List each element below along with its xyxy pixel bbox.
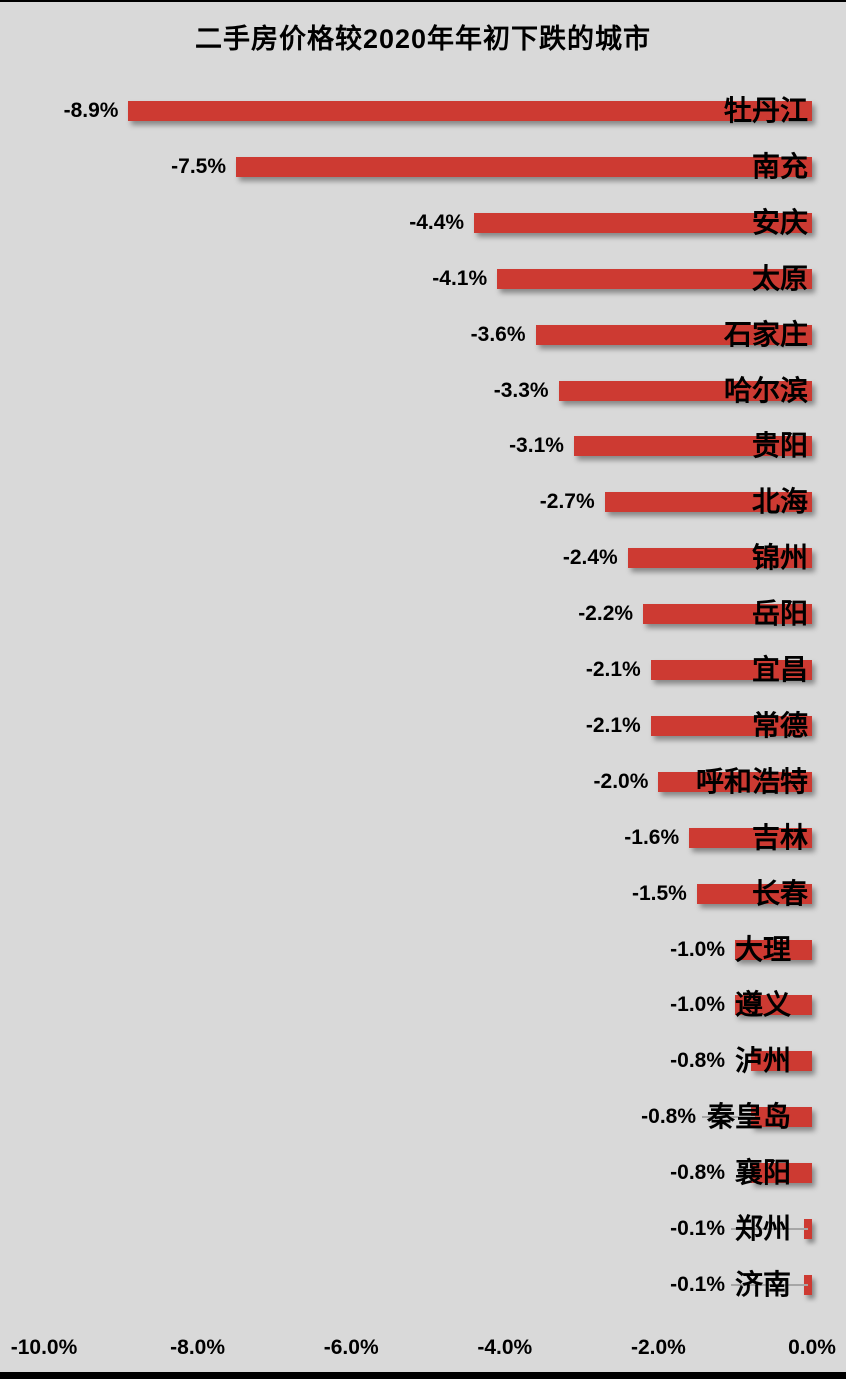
x-axis-tick-label: -8.0% [170,1336,226,1359]
bar-city-label: 安庆 [751,206,808,238]
bar-city-label: 南充 [751,150,808,182]
x-axis-tick-label: -10.0% [10,1336,78,1359]
bar-city-label: 襄阳 [734,1157,791,1189]
bar [735,995,812,1016]
bar-city-label: 牡丹江 [723,95,808,126]
x-axis-tick-label: -2.0% [630,1336,686,1359]
bar-value-label: -7.5% [171,154,226,178]
bar-city-label: 石家庄 [723,318,808,350]
bar-value-label: -0.8% [670,1161,725,1185]
bar [696,883,812,904]
bar-city-label: 北海 [751,486,808,518]
bar-value-label: -2.4% [562,546,618,570]
bar [750,1051,812,1072]
bar-value-label: -0.1% [670,1272,725,1296]
bar [658,771,812,792]
bar [650,715,812,736]
bar [573,436,812,457]
bar-value-label: -2.2% [578,602,634,626]
bar [735,939,812,960]
bar-value-label: -3.1% [509,434,564,458]
bar [535,324,812,345]
bar [604,492,812,513]
bar [750,1107,812,1128]
bar-value-label: -2.0% [593,769,649,793]
x-axis-tick-label: -4.0% [477,1336,533,1359]
bar-city-label: 吉林 [751,821,808,853]
bar-value-label: -0.1% [670,1217,725,1240]
bar [643,604,812,625]
bar-value-label: -0.8% [670,1049,725,1073]
bar-city-label: 济南 [734,1268,791,1300]
bar-value-label: -8.9% [63,99,119,122]
bottom-border [0,1372,846,1379]
label-leader-line [731,1283,809,1286]
bar-city-label: 贵阳 [751,430,808,462]
bar [627,548,812,569]
label-leader-line [731,1228,809,1230]
bar-city-label: 长春 [751,877,808,909]
bar-value-label: -1.6% [624,825,680,849]
bar-value-label: -3.6% [470,322,526,346]
bar-city-label: 哈尔滨 [723,374,808,406]
bar [558,380,812,401]
bar [750,1163,812,1184]
bar-city-label: 太原 [751,262,808,294]
bar [689,827,812,848]
bar-city-label: 岳阳 [751,598,808,630]
bar-city-label: 宜昌 [751,654,808,685]
x-axis-tick-label: -6.0% [323,1336,379,1359]
bar-city-label: 遵义 [734,989,791,1021]
bar-city-label: 泸州 [734,1045,791,1077]
bar [128,101,812,121]
label-leader-line [702,1116,755,1119]
bar-value-label: -2.7% [539,490,595,514]
chart-title: 二手房价格较2020年年初下跌的城市 [194,24,652,54]
bar-city-label: 郑州 [734,1213,791,1244]
bar [236,156,812,177]
bar-value-label: -1.0% [670,993,725,1017]
bar [497,268,812,289]
bar-value-label: -2.1% [585,658,641,681]
bar [650,660,812,680]
bar-value-label: -0.8% [641,1105,696,1129]
x-axis-tick-label: 0.0% [788,1336,836,1359]
bar-city-label: 呼和浩特 [695,765,808,797]
bar-city-label: 锦州 [751,542,808,574]
bar-value-label: -4.1% [432,266,488,290]
bar-value-label: -3.3% [493,378,549,402]
bar-value-label: -1.0% [670,937,725,961]
bar-value-label: -4.4% [409,210,465,234]
bar [474,212,812,233]
bar-value-label: -2.1% [585,713,641,737]
bar-city-label: 秦皇岛 [706,1101,791,1133]
bar-city-label: 大理 [734,933,791,965]
top-border [0,0,846,2]
bar-value-label: -1.5% [631,881,687,905]
bar-city-label: 常德 [751,709,808,741]
